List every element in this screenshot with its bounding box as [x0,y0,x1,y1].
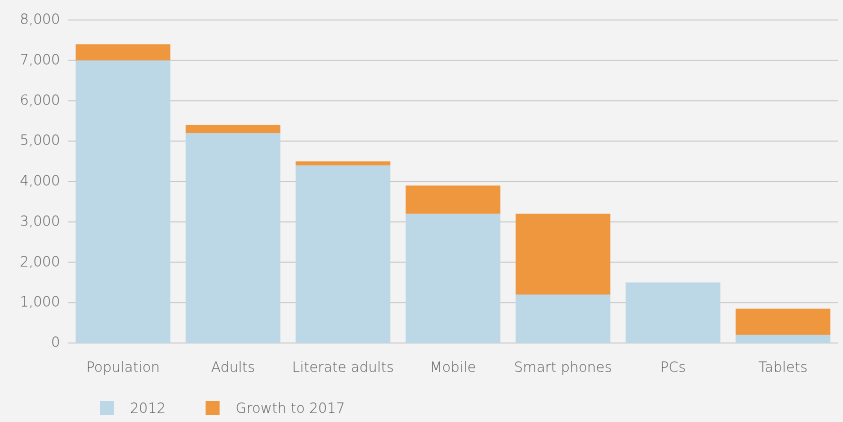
y-tick-label: 4,000 [20,174,60,190]
y-tick-label: 1,000 [20,295,60,311]
x-tick-label: Population [86,360,160,376]
bar-segment [735,334,831,343]
legend-swatch [100,401,114,415]
y-tick-label: 3,000 [20,214,60,230]
bar-segment [295,161,391,166]
y-tick-label: 5,000 [20,133,60,149]
bar-segment [625,282,721,343]
legend-swatch [205,401,220,415]
bar-segment [295,165,391,343]
bar-segment [185,124,281,134]
x-tick-label: Tablets [759,360,808,376]
y-tick-label: 2,000 [20,254,60,270]
x-tick-label: Mobile [430,360,476,376]
y-tick-label: 7,000 [20,52,60,68]
bar-segment [405,185,501,214]
legend-label: Growth to 2017 [236,401,345,417]
bar-segment [405,213,501,343]
x-tick-label: Literate adults [292,360,394,376]
y-tick-label: 0 [51,335,60,351]
x-tick-label: Adults [211,360,255,376]
bar-segment [75,60,171,343]
bar-segment [75,44,171,61]
x-tick-label: PCs [660,360,686,376]
bar-segment [185,133,281,343]
bar-segment [735,308,831,335]
bar-segment [515,294,611,343]
x-tick-label: Smart phones [514,360,612,376]
legend-label: 2012 [130,401,166,417]
y-tick-label: 6,000 [20,93,60,109]
y-tick-label: 8,000 [20,12,60,28]
bar-segment [515,213,611,295]
